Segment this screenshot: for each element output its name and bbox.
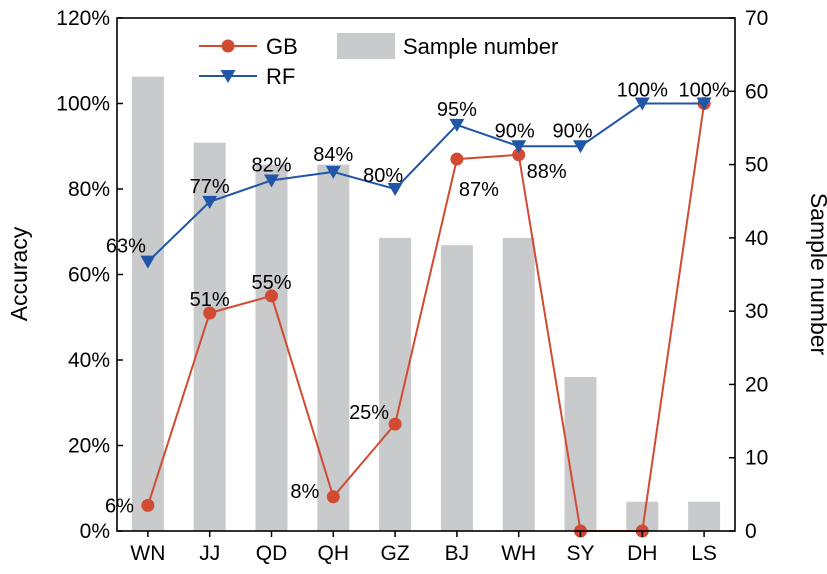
legend-rf-marker [220, 70, 236, 83]
y-right-tick-label: 40 [745, 227, 768, 250]
point-rf-wh [511, 140, 527, 154]
x-tick-label-bj: BJ [445, 542, 470, 565]
y-left-tick-label: 60% [68, 264, 110, 287]
legend-gb-label: GB [266, 34, 298, 59]
x-tick-label-jj: JJ [199, 542, 220, 565]
y-left-tick-label: 80% [68, 178, 110, 201]
point-gb-wh [512, 148, 526, 162]
point-rf-gz [387, 183, 403, 196]
x-tick-label-qd: QD [256, 542, 288, 565]
data-label-rf-dh: 100% [617, 80, 668, 102]
point-rf-qd [264, 174, 279, 188]
data-label-rf-jj: 77% [190, 176, 230, 198]
axes-layer: 0% 20% 40% 60% 80% 100% 120% 0 10 20 30 40 50 60 70 WN J… [56, 7, 768, 565]
data-label-rf-gz: 80% [363, 165, 403, 187]
point-rf-wn [140, 255, 156, 269]
lines-layer [140, 97, 712, 538]
y-right-tick-label: 10 [745, 447, 768, 470]
y-left-tick-label: 40% [68, 349, 110, 372]
x-tick-label-sy: SY [566, 542, 594, 565]
data-label-gb-gz: 25% [349, 402, 389, 424]
series-gb-line [146, 103, 706, 532]
data-label-rf-wh: 90% [495, 120, 535, 142]
y-right-tick-label: 70 [745, 7, 768, 30]
point-rf-sy [573, 140, 588, 154]
data-label-rf-qd: 82% [251, 154, 291, 176]
bar-gz [379, 237, 412, 531]
data-label-rf-bj: 95% [437, 99, 477, 121]
data-label-gb-qh: 8% [290, 481, 319, 503]
bar-bj [440, 245, 473, 531]
data-label-gb-jj: 51% [190, 289, 230, 311]
data-label-rf-qh: 84% [313, 144, 353, 166]
y-left-tick-label: 20% [68, 435, 110, 458]
labels-layer: 6% 51% 55% 8% 25% 87% 88% 63% 77% 82% 84% 80% 95% 90%… [105, 80, 730, 518]
y-left-tick-label: 100% [56, 93, 110, 116]
x-tick-label-wn: WN [130, 542, 165, 565]
y-left-tick-label: 120% [56, 7, 110, 30]
x-tick-label-wh: WH [501, 542, 536, 565]
point-rf-ls [696, 97, 712, 111]
legend-gb-marker [221, 39, 235, 53]
y-right-tick-label: 30 [745, 300, 768, 323]
legend-sample-swatch [337, 33, 395, 59]
data-label-rf-wn: 63% [106, 236, 146, 258]
y-right-axis-title: Sample number [806, 193, 827, 356]
series-rf-line [147, 102, 705, 263]
bar-wh [502, 237, 535, 531]
point-gb-wn [141, 498, 155, 512]
point-rf-dh [634, 97, 650, 111]
x-tick-label-ls: LS [691, 542, 717, 565]
bar-sy [564, 377, 597, 531]
point-gb-qh [326, 490, 340, 504]
data-label-gb-qd: 55% [251, 272, 291, 294]
bars-layer [131, 76, 721, 532]
bar-qd [255, 164, 288, 532]
x-tick-label-dh: DH [627, 542, 657, 565]
point-gb-jj [203, 306, 217, 320]
x-tick-label-qh: QH [318, 542, 350, 565]
data-label-gb-wn: 6% [105, 495, 134, 517]
legend-sample-label: Sample number [403, 34, 558, 59]
y-right-tick-label: 20 [745, 373, 768, 396]
bar-wn [131, 76, 164, 531]
data-label-rf-sy: 90% [552, 120, 592, 142]
legend-rf-label: RF [266, 64, 295, 89]
y-right-tick-label: 50 [745, 154, 768, 177]
point-gb-gz [388, 417, 402, 431]
x-tick-label-gz: GZ [381, 542, 410, 565]
y-right-tick-label: 0 [745, 520, 757, 543]
point-gb-bj [450, 152, 464, 166]
data-label-gb-wh: 88% [527, 161, 567, 183]
point-rf-bj [449, 118, 465, 132]
point-gb-qd [265, 289, 278, 303]
y-left-axis-title: Accuracy [6, 226, 32, 321]
legend: GB RF Sample number [199, 33, 558, 89]
data-label-gb-bj: 87% [459, 179, 499, 201]
y-left-tick-label: 0% [80, 520, 110, 543]
bar-qh [317, 164, 350, 532]
y-right-tick-label: 60 [745, 80, 768, 103]
point-rf-jj [202, 195, 218, 209]
point-rf-qh [325, 165, 341, 179]
data-label-rf-ls: 100% [679, 80, 730, 102]
bar-ls [688, 501, 721, 531]
